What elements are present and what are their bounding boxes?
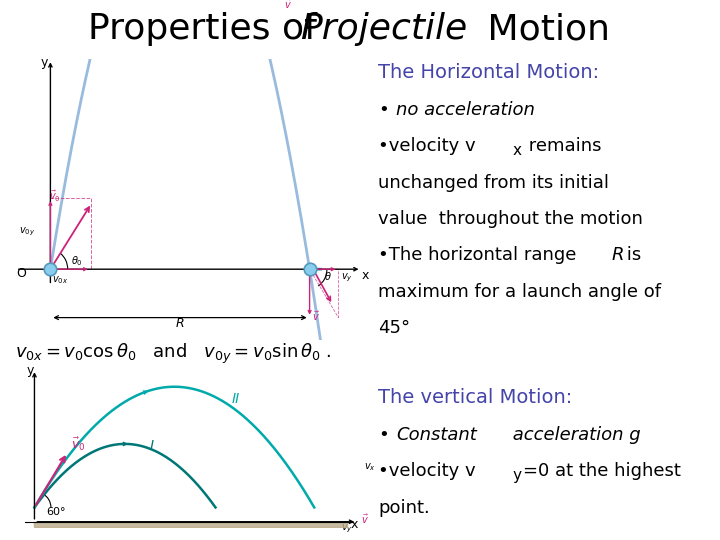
Text: I: I [150, 439, 154, 453]
Text: $\vec{v}$: $\vec{v}$ [361, 513, 369, 526]
Text: The vertical Motion:: The vertical Motion: [378, 388, 572, 407]
Text: =0 at the highest: =0 at the highest [523, 462, 681, 480]
Text: $v_y$: $v_y$ [341, 523, 353, 536]
Text: •: • [378, 426, 389, 444]
Text: y: y [512, 468, 521, 483]
Text: y: y [26, 364, 34, 377]
Text: Motion: Motion [476, 12, 610, 46]
Text: The Horizontal Motion:: The Horizontal Motion: [378, 63, 599, 82]
Text: point.: point. [378, 498, 430, 517]
Text: x: x [361, 269, 369, 282]
Text: remains: remains [523, 137, 602, 156]
Text: x: x [512, 143, 521, 158]
Text: O: O [16, 267, 26, 280]
Text: R: R [611, 246, 624, 264]
Text: •velocity v: •velocity v [378, 462, 476, 480]
Text: Properties of: Properties of [88, 12, 328, 46]
Text: $\vec{v}_0$: $\vec{v}_0$ [71, 436, 85, 454]
Text: 60°: 60° [46, 508, 66, 517]
Text: x: x [351, 518, 358, 531]
Text: •The horizontal range: •The horizontal range [378, 246, 582, 264]
Text: $\vec{v}$: $\vec{v}$ [312, 309, 320, 323]
Text: $v_y$: $v_y$ [341, 271, 353, 284]
Text: •: • [378, 101, 389, 119]
Text: is: is [621, 246, 642, 264]
Text: acceleration g: acceleration g [507, 426, 641, 444]
Text: $v_{0x} = v_0 \cos\theta_0$   and   $v_{0y} = v_0 \sin\theta_0$ .: $v_{0x} = v_0 \cos\theta_0$ and $v_{0y} … [14, 342, 331, 366]
Text: •velocity v: •velocity v [378, 137, 476, 156]
Text: $\vec{v}_0$: $\vec{v}_0$ [49, 188, 60, 204]
Text: 45°: 45° [378, 319, 410, 337]
Text: $\theta$: $\theta$ [324, 271, 332, 282]
Text: $v_x$: $v_x$ [364, 461, 376, 473]
Text: no acceleration: no acceleration [396, 101, 535, 119]
Text: $v_{0x}$: $v_{0x}$ [52, 274, 68, 286]
Text: y: y [40, 56, 48, 69]
Text: II: II [232, 392, 240, 406]
Text: Projectile: Projectile [300, 12, 467, 46]
Text: maximum for a launch angle of: maximum for a launch angle of [378, 282, 661, 301]
Text: $\theta_0$: $\theta_0$ [71, 254, 82, 268]
Text: Constant: Constant [396, 426, 477, 444]
Text: $R$: $R$ [175, 318, 185, 330]
Text: unchanged from its initial: unchanged from its initial [378, 173, 609, 192]
Text: value  throughout the motion: value throughout the motion [378, 210, 643, 228]
Text: $\vec{v}$: $\vec{v}$ [284, 0, 292, 11]
Text: $v_{0y}$: $v_{0y}$ [19, 226, 35, 239]
